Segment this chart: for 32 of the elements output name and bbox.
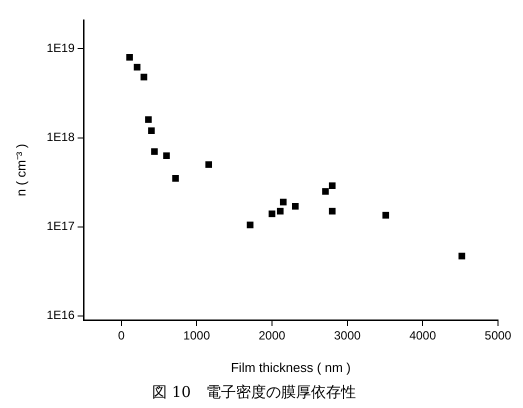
point — [205, 161, 212, 168]
y-tick-label: 1E18 — [46, 130, 75, 144]
point — [276, 208, 284, 214]
point — [268, 210, 276, 218]
x-tick-label: 3000 — [334, 328, 361, 343]
point — [246, 222, 254, 228]
y-axis-title: n ( cm⁻³ ) — [13, 144, 28, 196]
x-tick-label: 4000 — [409, 328, 436, 343]
point — [322, 188, 329, 195]
point — [151, 148, 158, 155]
x-tick-label: 1000 — [183, 328, 210, 343]
y-tick-label: 1E19 — [46, 41, 75, 56]
point — [328, 182, 336, 189]
point — [126, 54, 133, 61]
point — [280, 198, 287, 206]
point — [328, 208, 336, 214]
text: 図 10 電子密度の膜厚依存性 — [152, 382, 356, 401]
x-tick-label: 2000 — [258, 328, 286, 343]
x-tick-label: 0 — [118, 328, 125, 343]
y-tick-label: 1E16 — [46, 308, 75, 322]
y-tick-label: 1E17 — [46, 219, 75, 234]
point — [172, 175, 179, 182]
point — [140, 74, 148, 80]
point — [382, 212, 390, 219]
point — [163, 152, 170, 159]
point — [145, 116, 152, 123]
point — [292, 202, 299, 210]
point — [148, 127, 155, 134]
point — [458, 252, 466, 260]
x-axis-title: Film thickness ( nm ) — [230, 360, 351, 375]
point — [134, 64, 140, 71]
x-tick-label: 5000 — [484, 328, 512, 343]
